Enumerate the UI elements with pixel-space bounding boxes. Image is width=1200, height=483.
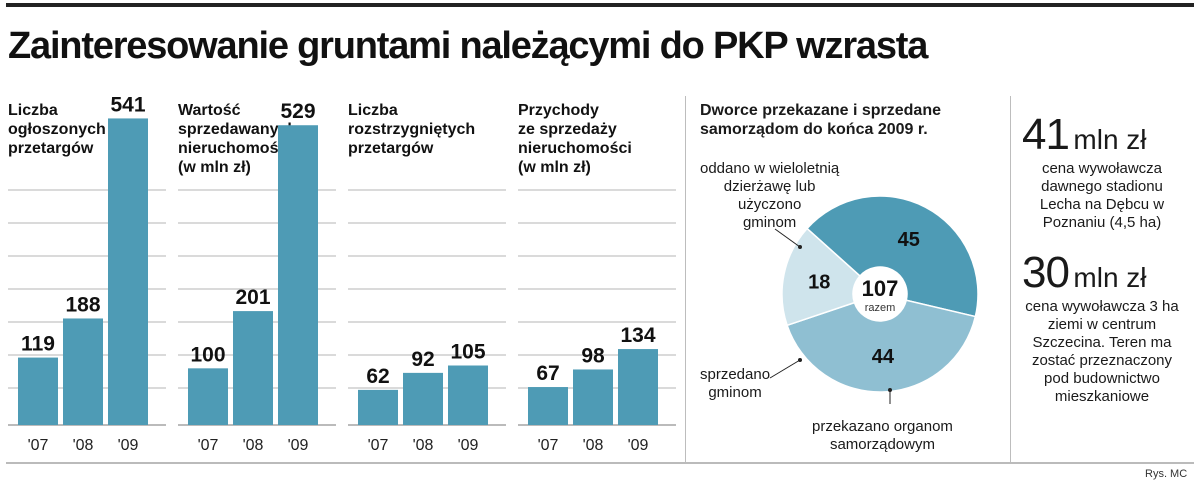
x-tick-label-1-1: '07 — [28, 437, 49, 454]
x-tick-label-1-3: '09 — [118, 437, 139, 454]
top-rule — [6, 3, 1194, 7]
bar-1-08 — [63, 318, 103, 425]
pie-chart-title: Dworce przekazane i sprzedane samorządom… — [700, 102, 941, 138]
fact-2-value: 30 — [1022, 248, 1070, 297]
x-tick-label-2-1: '07 — [198, 437, 219, 454]
pie-leader-dot-2 — [798, 358, 802, 362]
fact-2-text: cena wywoławcza 3 ha ziemi w centrum Szc… — [1025, 298, 1179, 405]
bar-value-label-4-2: 98 — [581, 344, 605, 367]
bar-3-07 — [358, 389, 398, 425]
x-tick-label-4-1: '07 — [538, 437, 559, 454]
fact-2-unit: mln zł — [1073, 262, 1147, 293]
pie-leader-line-1 — [774, 228, 801, 248]
fact-2-figure: 30 mln zł — [1022, 248, 1147, 298]
main-title: Zainteresowanie gruntami należącymi do P… — [8, 25, 928, 67]
fact-1-value: 41 — [1022, 110, 1070, 159]
fact-1-figure: 41 mln zł — [1022, 110, 1147, 160]
fact-1-text: cena wywoławcza dawnego stadionu Lecha n… — [1039, 160, 1165, 231]
bar-value-label-2-2: 201 — [235, 286, 270, 309]
credit: Rys. MC — [1145, 468, 1188, 480]
separator-pie — [685, 96, 686, 462]
pie-leader-line-2 — [769, 359, 801, 379]
x-tick-label-2-2: '08 — [243, 437, 264, 454]
bar-4-07 — [528, 387, 568, 425]
bar-value-label-4-3: 134 — [620, 324, 655, 347]
bar-value-label-2-1: 100 — [190, 343, 225, 366]
pie-label-leased: oddano w wieloletnią dzierżawę lub użycz… — [700, 160, 840, 231]
pie-center-value: 107 — [862, 276, 899, 301]
bar-value-label-1-3: 541 — [110, 93, 145, 116]
pie-leader-dot-1 — [798, 245, 802, 249]
pie-leader-dot-3 — [888, 388, 892, 392]
x-tick-label-3-3: '09 — [458, 437, 479, 454]
separator-facts — [1010, 96, 1011, 462]
bar-2-07 — [188, 368, 228, 425]
bar-1-07 — [18, 357, 58, 425]
pie-label-transferred: przekazano organom samorządowym — [812, 418, 953, 453]
pie-value-label-2: 44 — [872, 346, 895, 368]
bar-4-08 — [573, 369, 613, 425]
bar-chart-2-title: Wartość sprzedawanych nieruchomości (w m… — [178, 102, 298, 176]
bar-value-label-2-3: 529 — [280, 100, 315, 123]
x-tick-label-4-2: '08 — [583, 437, 604, 454]
pie-value-label-3: 18 — [808, 271, 830, 293]
bar-2-09 — [278, 125, 318, 425]
bar-value-label-1-1: 119 — [21, 333, 55, 356]
bottom-rule — [6, 462, 1194, 464]
x-tick-label-1-2: '08 — [73, 437, 94, 454]
bar-chart-3-title: Liczba rozstrzygniętych przetargów — [348, 102, 476, 157]
pie-center-hole — [853, 267, 907, 321]
bar-value-label-1-2: 188 — [65, 293, 100, 316]
pie-center-label: razem — [865, 302, 896, 314]
bar-value-label-3-3: 105 — [450, 341, 485, 364]
pie-label-sold: sprzedano gminom — [700, 366, 771, 401]
x-tick-label-3-1: '07 — [368, 437, 389, 454]
bar-3-09 — [448, 365, 488, 425]
x-tick-label-2-3: '09 — [288, 437, 309, 454]
bar-3-08 — [403, 372, 443, 425]
bar-value-label-4-1: 67 — [536, 362, 559, 385]
bar-2-08 — [233, 311, 273, 425]
bar-value-label-3-1: 62 — [366, 365, 389, 388]
x-tick-label-4-3: '09 — [628, 437, 649, 454]
fact-1-unit: mln zł — [1073, 124, 1147, 155]
bar-chart-1-title: Liczba ogłoszonych przetargów — [8, 102, 106, 157]
bar-chart-4-title: Przychody ze sprzedaży nieruchomości (w … — [518, 102, 632, 176]
x-tick-label-3-2: '08 — [413, 437, 434, 454]
pie-value-label-1: 45 — [898, 229, 920, 251]
bar-value-label-3-2: 92 — [411, 348, 434, 371]
bar-1-09 — [108, 118, 148, 425]
bar-4-09 — [618, 349, 658, 425]
